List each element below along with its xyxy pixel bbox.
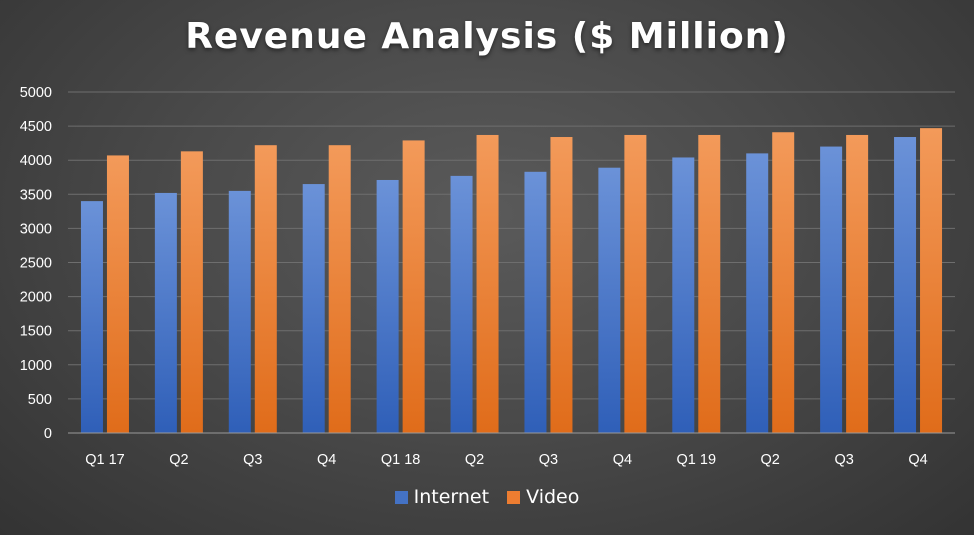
x-tick-label: Q1 19 — [677, 452, 717, 468]
x-tick-label: Q3 — [834, 452, 853, 468]
bar-video — [550, 137, 573, 433]
bar-internet — [598, 167, 621, 433]
legend-label-internet: Internet — [413, 486, 490, 508]
x-tick-label: Q3 — [539, 452, 558, 468]
bar-internet — [154, 192, 177, 433]
bars — [80, 128, 943, 434]
bar-internet — [894, 137, 917, 433]
bar-video — [698, 134, 721, 433]
bar-internet — [820, 146, 843, 433]
legend-swatch-internet — [394, 490, 408, 504]
bar-video — [476, 134, 499, 433]
y-tick-label: 0 — [44, 426, 52, 442]
bar-video — [624, 134, 647, 433]
bar-internet — [450, 175, 473, 434]
bar-video — [254, 145, 277, 434]
x-tick-label: Q1 17 — [85, 452, 125, 468]
gridlines — [68, 91, 955, 400]
x-tick-label: Q4 — [613, 452, 632, 468]
legend-item-video: Video — [507, 486, 579, 508]
bar-video — [846, 134, 869, 433]
y-tick-label: 4000 — [20, 153, 52, 169]
bar-video — [106, 155, 129, 433]
bar-video — [772, 132, 795, 433]
y-tick-label: 2500 — [20, 256, 52, 272]
x-tick-label: Q2 — [169, 452, 188, 468]
legend-swatch-video — [507, 490, 521, 504]
x-axis-ticks: Q1 17 Q2 Q3 Q4 Q1 18 Q2 Q3 Q4 Q1 19 Q2 Q3 Q4 — [85, 452, 928, 468]
bar-video — [328, 145, 351, 434]
x-tick-label: Q1 18 — [381, 452, 421, 468]
y-tick-label: 5000 — [20, 85, 52, 101]
y-tick-label: 3000 — [20, 221, 52, 237]
bar-video — [920, 128, 943, 433]
chart-title: Revenue Analysis ($ Million) — [185, 16, 789, 57]
x-tick-label: Q4 — [317, 452, 336, 468]
x-tick-label: Q2 — [761, 452, 780, 468]
y-axis-ticks: 0 500 1000 1500 2000 2500 3000 3500 4000 4500 5000 — [20, 85, 52, 442]
bar-internet — [672, 157, 695, 434]
bar-internet — [524, 171, 547, 433]
y-tick-label: 500 — [28, 392, 52, 408]
y-tick-label: 1000 — [20, 358, 52, 374]
x-tick-label: Q2 — [465, 452, 484, 468]
bar-video — [402, 140, 425, 433]
chart-legend: Internet Video — [0, 486, 974, 509]
bar-video — [180, 151, 203, 434]
y-tick-label: 3500 — [20, 187, 52, 203]
y-tick-label: 4500 — [20, 119, 52, 135]
legend-item-internet: Internet — [394, 486, 490, 508]
bar-internet — [228, 190, 251, 433]
y-tick-label: 2000 — [20, 290, 52, 306]
bar-internet — [376, 179, 399, 433]
bar-internet — [746, 153, 769, 433]
x-tick-label: Q4 — [908, 452, 927, 468]
bar-internet — [80, 201, 103, 433]
x-tick-label: Q3 — [243, 452, 262, 468]
y-tick-label: 1500 — [20, 324, 52, 340]
legend-label-video: Video — [526, 486, 580, 508]
bar-internet — [302, 184, 325, 433]
